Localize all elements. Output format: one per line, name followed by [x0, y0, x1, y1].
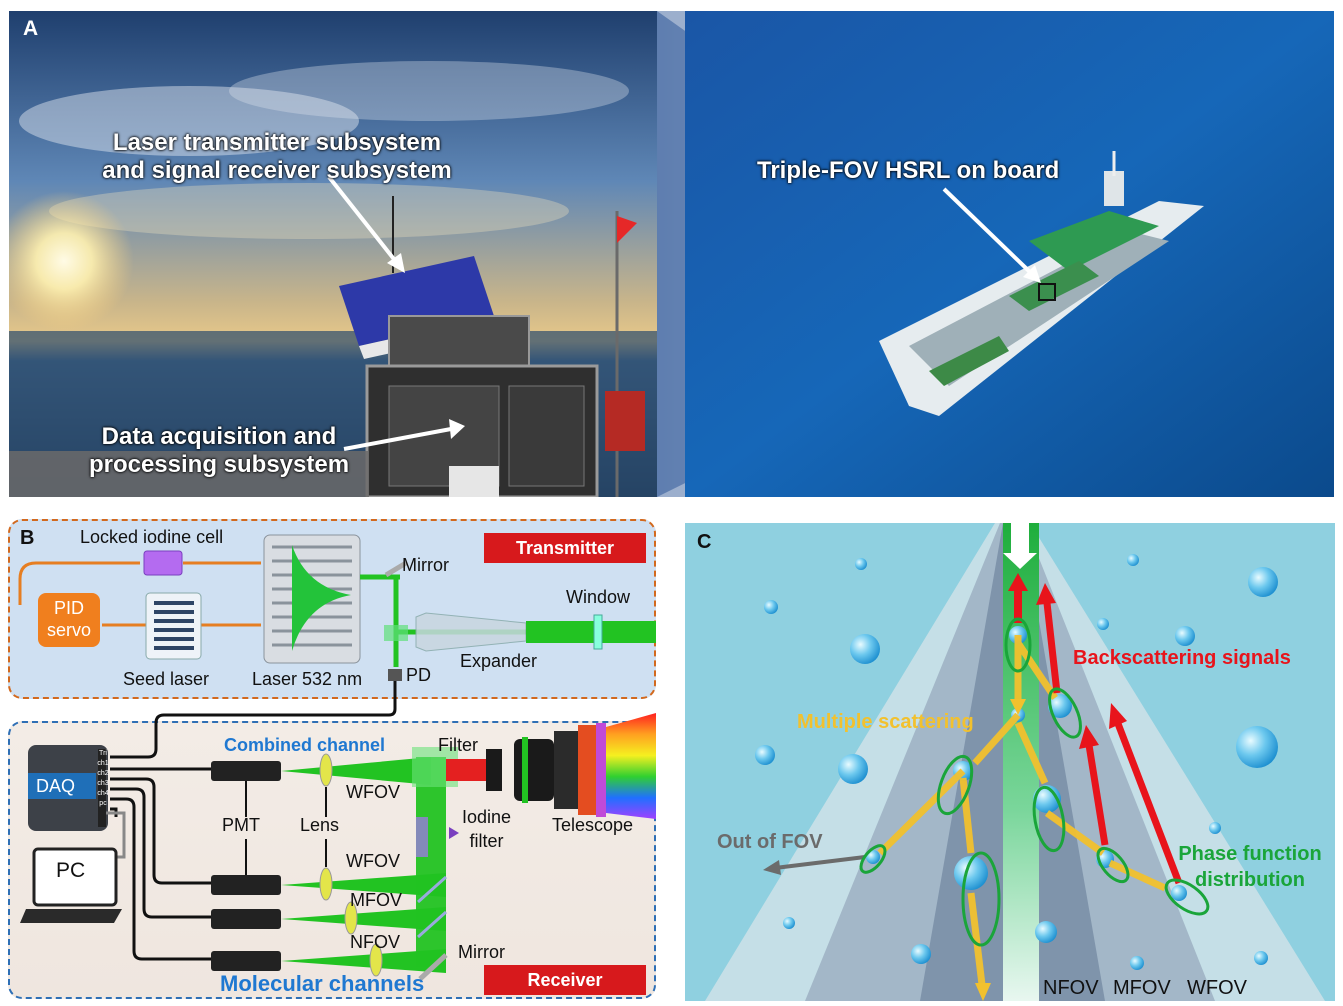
transmitter-receiver-label-line1: Laser transmitter subsystem — [67, 129, 487, 157]
window-optic — [594, 615, 602, 649]
filter-optic — [446, 759, 486, 781]
pd-detector — [388, 669, 402, 681]
panel-b: B Transmitter Receiver Locked iodine cel… — [6, 517, 662, 1001]
telescope-label: Telescope — [552, 815, 633, 836]
lens-label: Lens — [300, 815, 339, 836]
laser-532-label: Laser 532 nm — [252, 669, 362, 690]
pid-servo-label-line1: PID — [38, 597, 100, 619]
iodine-filter-label-line2: filter — [462, 829, 511, 853]
pid-servo-label: PID servo — [38, 597, 100, 641]
mirror-top-label: Mirror — [402, 555, 449, 576]
pc-label: PC — [56, 859, 85, 883]
mirror-bottom-label: Mirror — [458, 942, 505, 963]
iodine-filter-label: Iodine filter — [462, 805, 511, 853]
pc-laptop-keyboard — [20, 909, 122, 923]
ship-label: Triple-FOV HSRL on board — [757, 157, 1059, 185]
receiver-tag: Receiver — [484, 965, 646, 995]
iodine-cell — [144, 551, 182, 575]
transmitter-receiver-label-line2: and signal receiver subsystem — [67, 157, 487, 185]
nfov-region-label: NFOV — [1043, 977, 1099, 1000]
expander-label: Expander — [460, 651, 537, 672]
daq-port-ch1: ch1 — [97, 759, 109, 769]
scattering-illustration — [685, 523, 1335, 1001]
daq-port-ch3: ch3 — [97, 779, 109, 789]
daq-port-ch2: ch2 — [97, 769, 109, 779]
out-of-fov-label: Out of FOV — [717, 831, 823, 854]
panel-c: C Backscattering signals Multiple scatte… — [685, 523, 1335, 1001]
phase-function-label-line2: distribution — [1175, 867, 1325, 893]
seed-laser-label: Seed laser — [123, 669, 209, 690]
panel-a: A Laser transmitter subsystem and signal… — [9, 11, 1334, 497]
nfov-label: NFOV — [350, 932, 400, 953]
wfov-2-label: WFOV — [346, 851, 400, 872]
iodine-filter — [416, 817, 428, 857]
mfov-label: MFOV — [350, 890, 402, 911]
mfov-region-label: MFOV — [1113, 977, 1171, 1000]
daq-port-ch4: ch4 — [97, 789, 109, 799]
daq-port-list: Tri ch1 ch2 ch3 ch4 pc — [97, 749, 109, 809]
daq-subsystem-label-line1: Data acquisition and — [69, 423, 369, 451]
transmitter-tag-label: Transmitter — [516, 538, 614, 558]
receiver-tag-label: Receiver — [527, 970, 602, 990]
locked-iodine-cell-label: Locked iodine cell — [80, 527, 223, 548]
incoming-light — [606, 713, 656, 819]
window-label: Window — [566, 587, 630, 608]
transmitter-tag: Transmitter — [484, 533, 646, 563]
phase-function-label: Phase function distribution — [1175, 841, 1325, 893]
multiple-scattering-label: Multiple scattering — [797, 711, 974, 734]
daq-port-pc: pc — [97, 799, 109, 809]
beam-expander — [416, 613, 526, 651]
wfov-1-label: WFOV — [346, 782, 400, 803]
daq-subsystem-label-line2: processing subsystem — [69, 451, 369, 479]
backscattering-label: Backscattering signals — [1073, 647, 1291, 670]
filter-label: Filter — [438, 735, 478, 756]
wfov-region-label: WFOV — [1187, 977, 1247, 1000]
pmt-label: PMT — [222, 815, 260, 836]
molecular-channels-label: Molecular channels — [220, 971, 424, 997]
beam-combined — [281, 757, 431, 785]
phase-function-label-line1: Phase function — [1175, 841, 1325, 867]
combined-channel-label: Combined channel — [224, 735, 385, 756]
telescope-body — [514, 739, 554, 801]
daq-port-tri: Tri — [97, 749, 109, 759]
panel-a-letter: A — [23, 17, 38, 41]
panel-c-letter: C — [697, 531, 711, 554]
iodine-filter-label-line1: Iodine — [462, 805, 511, 829]
signal-cables — [110, 769, 211, 959]
pd-label: PD — [406, 665, 431, 686]
daq-subsystem-label: Data acquisition and processing subsyste… — [69, 423, 369, 479]
daq-label: DAQ — [36, 776, 75, 797]
output-beam — [526, 621, 656, 643]
pid-servo-label-line2: servo — [38, 619, 100, 641]
panel-b-letter: B — [20, 527, 34, 550]
transmitter-receiver-label: Laser transmitter subsystem and signal r… — [67, 129, 487, 185]
